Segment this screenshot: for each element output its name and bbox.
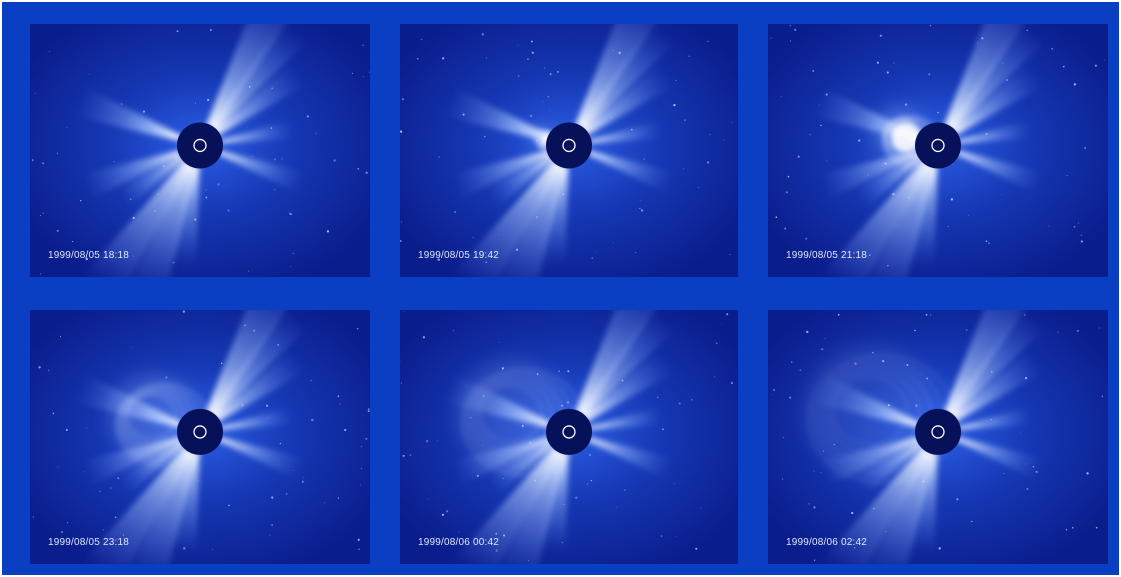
timestamp-label: 1999/08/05 19:42 [418, 250, 500, 261]
coronagraph-image [400, 310, 738, 564]
coronagraph-grid: 1999/08/05 18:18 1999/08/05 19:42 1999/0… [30, 24, 1108, 564]
coronagraph-image [768, 24, 1108, 277]
coronagraph-panel-3: 1999/08/05 21:18 [768, 24, 1108, 277]
timestamp-label: 1999/08/05 18:18 [48, 250, 130, 261]
coronagraph-image [400, 24, 738, 277]
coronagraph-panel-6: 1999/08/06 02:42 [768, 310, 1108, 564]
timestamp-label: 1999/08/06 00:42 [418, 537, 500, 548]
coronagraph-image [768, 310, 1108, 564]
coronagraph-panel-1: 1999/08/05 18:18 [30, 24, 370, 277]
timestamp-label: 1999/08/06 02:42 [786, 537, 868, 548]
coronagraph-panel-2: 1999/08/05 19:42 [400, 24, 738, 277]
timestamp-label: 1999/08/05 21:18 [786, 250, 868, 261]
coronagraph-image [30, 24, 370, 277]
coronagraph-panel-5: 1999/08/06 00:42 [400, 310, 738, 564]
timestamp-label: 1999/08/05 23:18 [48, 537, 130, 548]
coronagraph-panel-4: 1999/08/05 23:18 [30, 310, 370, 564]
coronagraph-image [30, 310, 370, 564]
